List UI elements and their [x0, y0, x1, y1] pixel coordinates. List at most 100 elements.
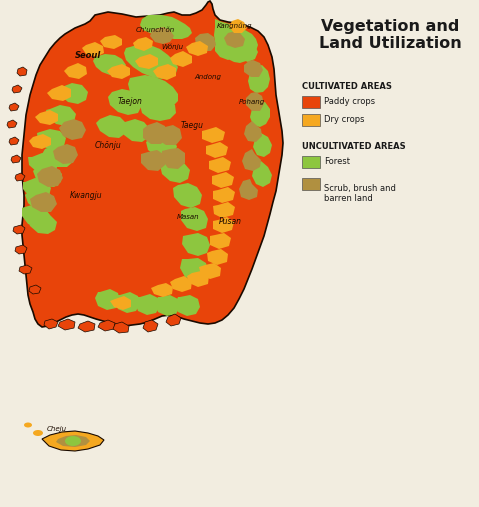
Polygon shape	[248, 65, 270, 93]
Polygon shape	[120, 119, 150, 142]
Polygon shape	[113, 322, 129, 333]
Polygon shape	[209, 157, 231, 173]
Polygon shape	[133, 37, 153, 51]
Polygon shape	[29, 285, 41, 294]
Polygon shape	[23, 178, 51, 200]
Polygon shape	[213, 202, 235, 218]
Polygon shape	[128, 75, 178, 110]
Text: Chŏnju: Chŏnju	[95, 140, 121, 150]
Polygon shape	[146, 136, 177, 159]
Polygon shape	[239, 179, 258, 200]
Polygon shape	[214, 19, 258, 63]
Polygon shape	[140, 15, 192, 39]
Polygon shape	[100, 35, 122, 49]
Polygon shape	[215, 37, 238, 60]
Polygon shape	[181, 207, 208, 231]
Polygon shape	[180, 258, 208, 281]
Polygon shape	[35, 110, 58, 125]
Polygon shape	[150, 27, 174, 44]
Polygon shape	[250, 102, 270, 127]
Polygon shape	[11, 155, 21, 163]
Polygon shape	[229, 19, 247, 33]
Polygon shape	[195, 33, 216, 51]
Polygon shape	[13, 225, 25, 234]
Polygon shape	[140, 97, 176, 121]
Polygon shape	[15, 245, 27, 254]
Polygon shape	[33, 165, 62, 187]
Polygon shape	[166, 314, 181, 326]
Polygon shape	[224, 32, 245, 48]
Text: CULTIVATED AREAS: CULTIVATED AREAS	[302, 82, 392, 91]
Polygon shape	[17, 67, 27, 76]
Text: Forest: Forest	[324, 158, 350, 166]
Text: Wŏnju: Wŏnju	[161, 44, 183, 50]
Polygon shape	[82, 42, 104, 57]
Polygon shape	[135, 294, 160, 315]
Polygon shape	[246, 92, 264, 111]
Polygon shape	[47, 85, 71, 101]
Polygon shape	[46, 105, 76, 126]
Text: Masan: Masan	[177, 214, 199, 220]
Polygon shape	[56, 435, 90, 447]
Polygon shape	[252, 161, 272, 187]
Text: Paddy crops: Paddy crops	[324, 97, 375, 106]
Text: Vegetation and
Land Utilization: Vegetation and Land Utilization	[319, 19, 461, 51]
Polygon shape	[58, 83, 88, 104]
Polygon shape	[173, 183, 202, 208]
Text: Kwangju: Kwangju	[69, 191, 103, 199]
Text: Dry crops: Dry crops	[324, 116, 365, 125]
Bar	[302, 178, 320, 190]
Polygon shape	[186, 41, 208, 56]
Polygon shape	[64, 63, 87, 79]
Ellipse shape	[33, 430, 43, 436]
Polygon shape	[37, 129, 66, 150]
Polygon shape	[53, 144, 78, 164]
Polygon shape	[170, 51, 192, 67]
Polygon shape	[210, 233, 231, 249]
Text: Kangnŭng: Kangnŭng	[217, 23, 253, 29]
Polygon shape	[242, 149, 261, 171]
Polygon shape	[28, 153, 58, 175]
Polygon shape	[37, 166, 63, 187]
Polygon shape	[27, 212, 57, 234]
Polygon shape	[135, 54, 158, 69]
Polygon shape	[187, 271, 209, 287]
Polygon shape	[15, 173, 25, 181]
Polygon shape	[207, 249, 228, 265]
Polygon shape	[59, 119, 86, 140]
Polygon shape	[93, 54, 126, 75]
Polygon shape	[96, 115, 127, 138]
Polygon shape	[29, 134, 51, 149]
Polygon shape	[143, 320, 158, 332]
Polygon shape	[25, 189, 55, 211]
Polygon shape	[206, 142, 228, 158]
Bar	[302, 114, 320, 126]
Polygon shape	[244, 60, 263, 77]
Polygon shape	[182, 233, 210, 256]
Text: Taejon: Taejon	[117, 97, 142, 106]
Text: Andong: Andong	[194, 74, 221, 80]
Polygon shape	[213, 217, 234, 233]
Polygon shape	[115, 292, 140, 313]
Polygon shape	[22, 1, 283, 327]
Polygon shape	[160, 159, 190, 183]
Polygon shape	[30, 192, 57, 212]
Polygon shape	[95, 289, 120, 310]
Polygon shape	[7, 120, 17, 128]
Text: UNCULTIVATED AREAS: UNCULTIVATED AREAS	[302, 142, 406, 151]
Ellipse shape	[24, 422, 32, 427]
Polygon shape	[124, 44, 178, 79]
Text: Pohang: Pohang	[239, 99, 265, 105]
Polygon shape	[44, 319, 58, 329]
Polygon shape	[155, 295, 180, 316]
Polygon shape	[141, 150, 165, 171]
Polygon shape	[170, 276, 192, 292]
Polygon shape	[98, 320, 115, 331]
Ellipse shape	[65, 436, 81, 446]
Polygon shape	[162, 148, 185, 169]
Text: Pusan: Pusan	[218, 218, 241, 227]
Polygon shape	[58, 319, 75, 330]
Polygon shape	[244, 121, 262, 142]
Polygon shape	[42, 145, 74, 167]
Polygon shape	[22, 204, 50, 227]
